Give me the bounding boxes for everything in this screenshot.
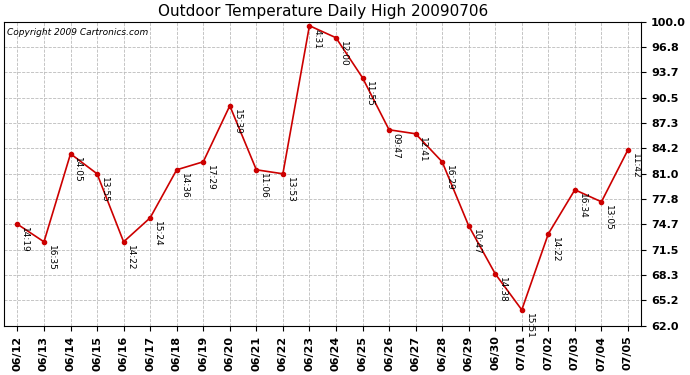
Text: Copyright 2009 Cartronics.com: Copyright 2009 Cartronics.com [8, 28, 148, 37]
Text: 11:55: 11:55 [365, 81, 374, 106]
Text: 10:47: 10:47 [471, 229, 480, 254]
Text: 14:38: 14:38 [498, 277, 507, 302]
Text: 11:06: 11:06 [259, 172, 268, 198]
Text: 14:19: 14:19 [20, 227, 29, 253]
Text: 16:35: 16:35 [47, 244, 56, 270]
Text: 12:41: 12:41 [418, 136, 427, 162]
Title: Outdoor Temperature Daily High 20090706: Outdoor Temperature Daily High 20090706 [157, 4, 488, 19]
Text: 14:05: 14:05 [73, 156, 82, 182]
Text: 4:31: 4:31 [312, 28, 322, 48]
Text: 09:47: 09:47 [392, 132, 401, 158]
Text: 14:36: 14:36 [179, 172, 188, 198]
Text: 17:29: 17:29 [206, 165, 215, 190]
Text: 13:55: 13:55 [100, 177, 109, 203]
Text: 16:29: 16:29 [445, 165, 454, 190]
Text: 14:22: 14:22 [551, 237, 560, 262]
Text: 15:24: 15:24 [153, 220, 162, 246]
Text: 13:05: 13:05 [604, 205, 613, 231]
Text: 15:51: 15:51 [524, 313, 533, 339]
Text: 15:39: 15:39 [233, 108, 241, 134]
Text: 14:22: 14:22 [126, 244, 135, 270]
Text: 13:53: 13:53 [286, 177, 295, 203]
Text: 16:34: 16:34 [578, 193, 586, 218]
Text: 12:00: 12:00 [339, 40, 348, 66]
Text: 11:42: 11:42 [631, 153, 640, 178]
